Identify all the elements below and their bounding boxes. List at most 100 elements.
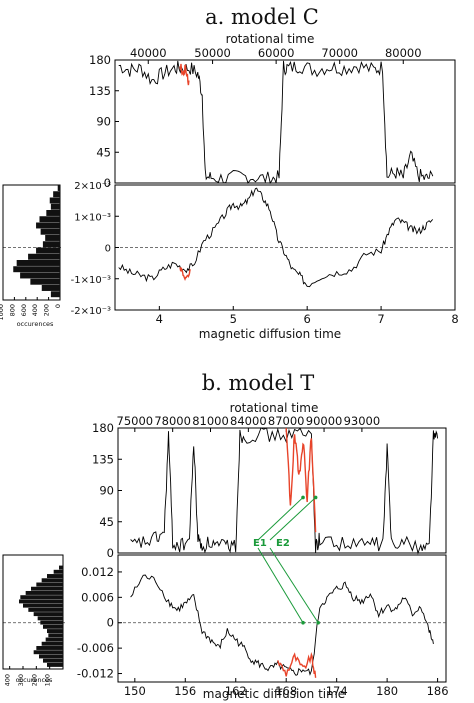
panel-a-histogram-label: occurences — [17, 320, 54, 328]
panel-b-lower-ytick-label: -0.012 — [77, 667, 114, 681]
panel-b-upper-ytick-label: 135 — [92, 452, 114, 466]
panel-b-hist-bar — [47, 662, 63, 667]
panel-b-hist-bar — [23, 603, 63, 608]
panel-a-lower-ytick-label: 2×10⁻³ — [74, 181, 111, 192]
panel-b-annotation-arrow — [257, 547, 304, 623]
panel-b-hist-bar — [43, 624, 63, 629]
panel-b-hist-bar — [36, 646, 63, 650]
panel-a-hist-tick-label: 800 — [8, 304, 16, 316]
panel-a-hist-bar — [41, 285, 60, 291]
panel-a-top-axis-label: rotational time — [226, 32, 315, 46]
panel-b-annotation-arrowhead — [313, 495, 318, 500]
panel-b-hist-bar — [53, 569, 63, 574]
panel-a-hist-bar — [49, 197, 60, 204]
panel-a-hist-tick-label: 0 — [54, 304, 62, 308]
panel-b-xtick-label: 162 — [225, 684, 247, 698]
panel-b-upper-series-1 — [285, 427, 317, 533]
panel-b-lower-ytick-label: 0.012 — [81, 565, 114, 579]
panel-b-lower-ytick-label: 0 — [107, 616, 114, 630]
panel-a-hist-bar — [46, 210, 60, 216]
panel-a-xtick-label: 4 — [156, 312, 163, 326]
panel-a-hist-bar — [20, 272, 61, 279]
panel-a-upper-frame — [114, 59, 456, 184]
panel-b-hist-bar — [41, 578, 63, 583]
panel-a-hist-bar — [30, 278, 60, 285]
panel-b-xtick-label: 174 — [326, 684, 348, 698]
panel-a-hist-bar — [45, 235, 60, 241]
panel-b-top-axis-label: rotational time — [230, 401, 319, 415]
panel-b-x-axis-label: magnetic diffusion time — [203, 687, 345, 701]
panel-b-top-xtick-label: 78000 — [154, 414, 191, 428]
panel-b-lower-frame — [117, 554, 447, 683]
panel-b-hist-tick-label: 400 — [4, 674, 12, 686]
panel-b-hist-tick-label: 200 — [30, 674, 38, 686]
panel-b-hist-bar — [25, 590, 64, 595]
panel-b-annotation-arrowhead — [316, 620, 320, 625]
panel-b-title: b. model T — [202, 371, 315, 395]
panel-b-xtick-label: 156 — [174, 684, 196, 698]
panel-a-hist-bar — [40, 228, 60, 235]
panel-b-upper-series-0 — [130, 427, 439, 555]
panel-b-hist-bar — [28, 607, 63, 612]
panel-a-top-xtick-label: 70000 — [321, 46, 358, 60]
panel-b-top-xtick-label: 87000 — [268, 414, 305, 428]
panel-b-lower-series-0 — [130, 574, 434, 676]
panel-a-x-axis-label: magnetic diffusion time — [199, 327, 341, 341]
panel-a-xtick-label: 7 — [377, 312, 384, 326]
panel-a-lower-series-1 — [179, 267, 192, 281]
panel-a-top-xtick-label: 60000 — [258, 46, 295, 60]
panel-a-upper-ytick-label: 0 — [104, 176, 111, 190]
panel-b-hist-bar — [43, 658, 63, 663]
panel-a-title: a. model C — [205, 5, 319, 29]
panel-a-hist-tick-label: 400 — [31, 304, 39, 316]
panel-b-annotation-arrow — [269, 547, 319, 624]
panel-a-upper-ytick-label: 135 — [89, 84, 111, 98]
panel-a-upper-series-0 — [118, 60, 434, 185]
panel-a-upper-ytick-label: 180 — [89, 53, 111, 67]
panel-b-hist-bar — [31, 586, 63, 591]
panel-b-lower-ytick-label: -0.006 — [77, 641, 114, 655]
panel-b-hist-bar — [19, 599, 63, 604]
panel-b-hist-bar — [59, 565, 63, 570]
panel-a-hist-bar — [39, 216, 60, 223]
panel-b-hist-bar — [48, 633, 63, 638]
panel-b-hist-bar — [20, 595, 63, 600]
panel-b-upper-ytick-label: 180 — [92, 421, 114, 435]
panel-b-hist-bar — [40, 620, 63, 625]
annotation-e2: E2 — [276, 538, 290, 549]
panel-b-hist-bar — [37, 616, 63, 621]
panel-a-top-xtick-label: 80000 — [385, 46, 422, 60]
panel-a-lower-ytick-label: 0 — [105, 244, 111, 255]
panel-b-upper-ytick-label: 0 — [107, 546, 114, 560]
panel-a-hist-tick-label: 200 — [43, 304, 51, 316]
panel-a-hist-bar — [53, 191, 60, 198]
panel-b-histogram-label: occurences — [16, 676, 53, 684]
panel-a-hist-bar — [36, 222, 60, 229]
panel-b-hist-bar — [39, 654, 63, 659]
panel-b-hist-bar — [33, 612, 63, 617]
panel-b-hist-bar — [47, 574, 63, 578]
panel-b-hist-tick-label: 100 — [44, 674, 52, 686]
panel-a-hist-bar — [50, 203, 60, 210]
panel-a-hist-bar — [28, 253, 60, 260]
panel-a-lower-ytick-label: -2×10⁻³ — [71, 306, 111, 317]
panel-b-annotation-arrow — [269, 497, 316, 541]
panel-a-hist-bar — [50, 291, 60, 298]
panel-b-annotation-arrow — [257, 497, 304, 541]
panel-b-hist-tick-label: 300 — [17, 674, 25, 686]
panel-b-hist-bar — [47, 629, 63, 634]
panel-b-hist-bar — [45, 637, 63, 642]
panel-b-top-xtick-label: 90000 — [306, 414, 343, 428]
panel-a-xtick-label: 8 — [451, 312, 458, 326]
panel-a-upper-ytick-label: 90 — [96, 115, 111, 129]
panel-a-hist-bar — [42, 241, 60, 248]
panel-b-hist-bar — [36, 582, 63, 587]
panel-a-lower-ytick-label: 1×10⁻³ — [74, 212, 111, 223]
panel-b-lower-series-1 — [277, 651, 317, 678]
panel-a-hist-tick-label: 600 — [20, 304, 28, 316]
panel-b-upper-ytick-label: 45 — [99, 515, 114, 529]
panel-a-lower-series-0 — [118, 187, 434, 288]
panel-b-hist-frame — [2, 554, 64, 670]
annotation-e1: E1 — [253, 538, 267, 549]
